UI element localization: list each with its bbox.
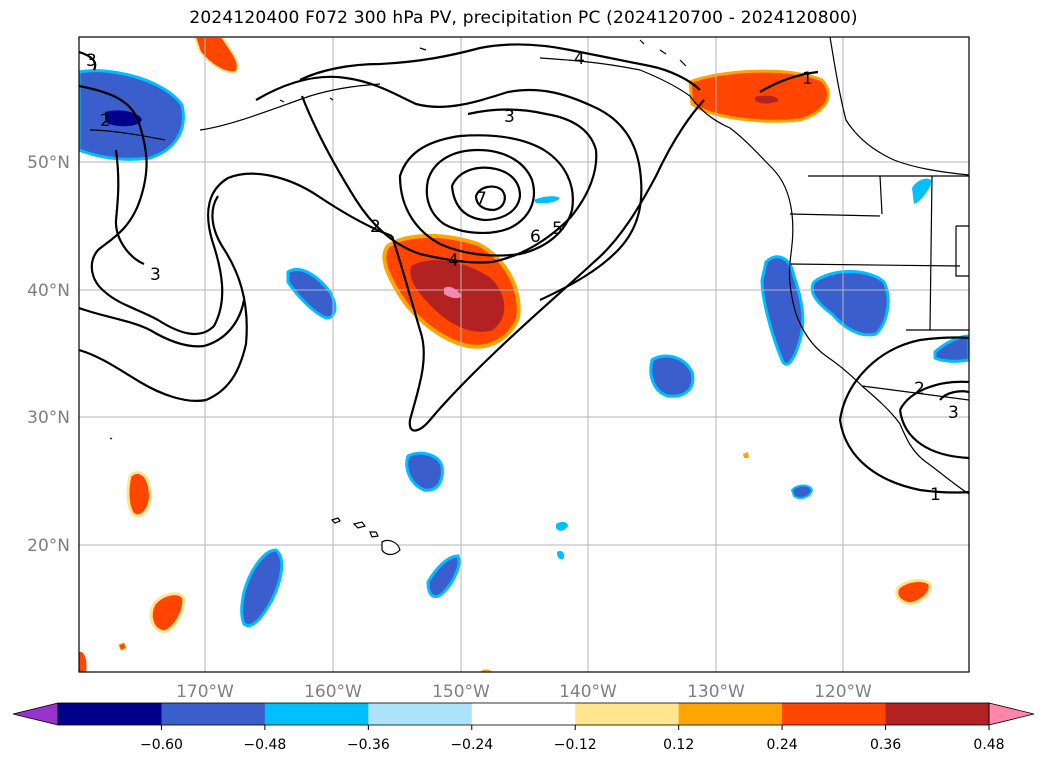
colorbar-extend-right [988,702,1035,726]
precip-positive-area [743,452,749,458]
lon-label: 170°W [176,682,234,702]
contour-label: 4 [574,49,585,69]
precip-negative-area [405,451,444,492]
lon-label: 130°W [687,682,745,702]
coastlines [89,37,969,495]
map-background [79,37,969,672]
colorbar-segment [471,703,576,725]
colorbar-tick-label: 0.24 [767,737,798,753]
precip-negative-area [534,196,560,204]
precip-positive-area [126,471,152,518]
contour-label: 3 [948,403,959,423]
precip-shading [79,37,969,672]
contour-labels: 3 4 3 2 7 6 5 2 4 3 1 2 3 1 [86,49,959,505]
pv-contours [79,43,969,494]
colorbar-tick-label: 0.36 [870,737,901,753]
colorbar-segment [161,703,266,725]
colorbar-frame [57,702,990,726]
contour-label: 1 [802,69,813,89]
contour-label: 5 [552,219,563,239]
precip-negative-area [912,178,932,204]
colorbar-segment [264,703,369,725]
precip-negative-area [426,554,461,599]
lat-label: 50°N [27,153,70,173]
latitude-labels: 50°N 40°N 30°N 20°N [27,153,70,556]
precip-positive-core [755,95,779,104]
colorbar-segment [678,703,783,725]
colorbar-segment [575,703,680,725]
contour-label: 3 [504,107,515,127]
contour-label: 2 [914,379,925,399]
lat-label: 20°N [27,536,70,556]
colorbar-tick-label: 0.12 [663,737,694,753]
precip-negative-area [790,484,814,499]
gridlines [79,37,969,672]
precip-negative-area [810,270,890,337]
precip-negative-area [933,334,969,363]
contour-label: 2 [370,217,381,237]
hawaiian-islands [109,437,401,556]
colorbar-tick-label: −0.60 [140,737,183,753]
precip-negative-area [286,268,337,320]
lat-label: 40°N [27,281,70,301]
precip-positive-area [895,579,932,606]
colorbar-segment [368,703,473,725]
longitude-labels: 170°W 160°W 150°W 140°W 130°W 120°W [176,682,872,702]
colorbar-tick-label: −0.12 [554,737,597,753]
colorbar-segment [58,703,162,725]
precip-positive-area [149,592,186,634]
precip-negative-area [556,521,568,531]
contour-label: 3 [86,51,97,71]
colorbar-extend-left [12,702,59,726]
colorbar: −0.60 −0.48 −0.36 −0.24 −0.12 0.12 0.24 0.36 0.4… [12,702,1035,753]
precip-positive-area [118,642,127,651]
colorbar-tick-label: 0.48 [973,737,1004,753]
precip-negative-area [649,354,695,398]
lat-label: 30°N [27,408,70,428]
map-title: 2024120400 F072 300 hPa PV, precipitatio… [189,8,858,28]
colorbar-segment [885,703,990,725]
precip-negative-core [105,110,142,127]
colorbar-tick-label: −0.24 [450,737,493,753]
lon-label: 140°W [559,682,617,702]
contour-label: 2 [100,111,111,131]
lon-label: 120°W [814,682,872,702]
contour-label: 1 [930,485,941,505]
lon-label: 160°W [304,682,362,702]
precip-positive-area [480,669,492,672]
contour-label: 6 [530,227,541,247]
precip-positive-area [193,37,239,74]
colorbar-tick-label: −0.48 [243,737,286,753]
precip-positive-area [79,651,87,672]
colorbar-tick-label: −0.36 [347,737,390,753]
colorbar-segment [782,703,887,725]
contour-label: 4 [448,251,459,271]
precip-negative-area [557,550,565,560]
contour-label: 7 [476,189,487,209]
map-frame [78,36,970,673]
precip-negative-area [240,548,284,627]
lon-label: 150°W [432,682,490,702]
contour-label: 3 [150,265,161,285]
